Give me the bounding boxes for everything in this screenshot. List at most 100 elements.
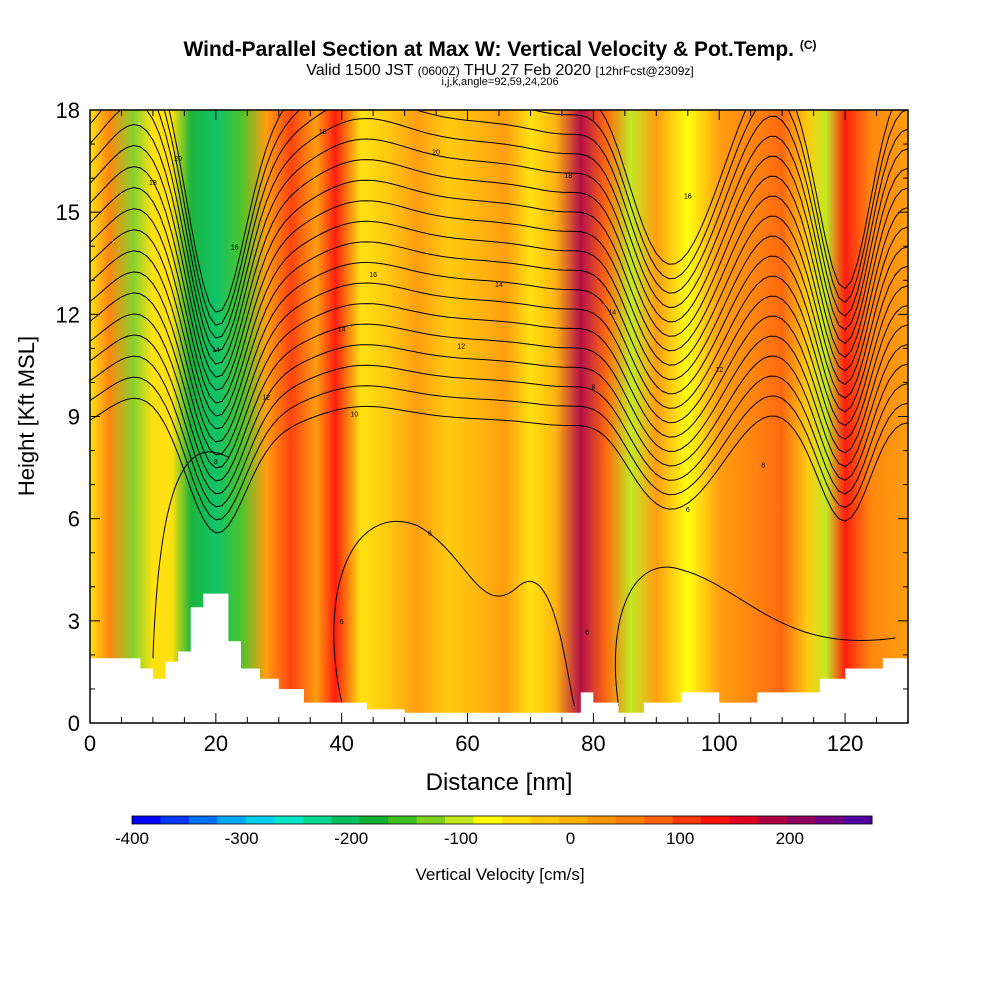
theta-contour-line <box>90 123 908 365</box>
colorbar-swatch <box>615 816 645 824</box>
theta-contour-label: 6 <box>585 629 589 636</box>
terrain <box>90 593 908 723</box>
theta-contour-line <box>90 355 908 508</box>
theta-contour-line <box>90 334 908 495</box>
theta-contour-label: 14 <box>608 309 616 316</box>
colorbar-swatch <box>729 816 759 824</box>
colorbar-swatch <box>302 816 332 824</box>
theta-contour-line <box>90 208 908 417</box>
theta-contour-line <box>90 144 908 378</box>
colorbar-tick-label: -100 <box>444 829 478 848</box>
colorbar-label: Vertical Velocity [cm/s] <box>415 865 584 884</box>
colorbar-tick-label: 100 <box>666 829 694 848</box>
theta-contour-label: 8 <box>214 459 218 466</box>
colorbar-frame <box>131 815 873 825</box>
theta-contour-line <box>90 376 908 521</box>
y-tick-label: 6 <box>68 507 80 532</box>
colorbar-swatch <box>701 816 731 824</box>
colorbar-tick-label: -400 <box>115 829 149 848</box>
theta-contour-label: 10 <box>350 412 358 419</box>
plot-area: 20 18 20 18 16 18 16 16 14 14 14 12 12 14 12 10 8 8 6 8 6 6 6 <box>90 110 908 723</box>
theta-contour-label: 18 <box>149 180 157 187</box>
colorbar-swatch <box>274 816 304 824</box>
theta-contour-label: 14 <box>338 326 346 333</box>
y-tick-label: 12 <box>56 302 80 327</box>
theta-contour-line <box>90 397 908 534</box>
theta-contour-label: 14 <box>495 282 503 289</box>
theta-contour-label: 8 <box>761 463 765 470</box>
theta-contour-label: 20 <box>174 156 182 163</box>
colorbar-swatch <box>786 816 816 824</box>
y-tick-label: 9 <box>68 405 80 430</box>
forecast-info: [12hrFcst@2309z] <box>595 64 694 78</box>
y-axis: 0 3 6 9 12 15 18 <box>56 98 908 736</box>
theta-contour-line <box>90 271 908 456</box>
colorbar-swatch <box>672 816 702 824</box>
chart-title: Wind-Parallel Section at Max W: Vertical… <box>0 38 1000 62</box>
y-tick-label: 3 <box>68 609 80 634</box>
colorbar-tick-label: 200 <box>776 829 804 848</box>
x-tick-label: 120 <box>827 731 864 756</box>
valid-time: Valid 1500 JST <box>306 62 414 79</box>
colorbar-swatch <box>558 816 588 824</box>
theta-contour-line <box>90 292 908 469</box>
colorbar-tick-label: -300 <box>225 829 259 848</box>
theta-contour-label: 16 <box>231 245 239 252</box>
colorbar-swatch <box>160 816 190 824</box>
copyright-mark: (C) <box>799 38 817 52</box>
theta-contour-label: 18 <box>564 173 572 180</box>
theta-contour-label: 6 <box>686 507 690 514</box>
theta-contour-line <box>90 187 908 404</box>
theta-contours: 20 18 20 18 16 18 16 16 14 14 14 12 12 14 12 10 8 8 6 8 6 6 6 <box>90 110 908 707</box>
colorbar: -400 -300 -200 -100 0 100 200 <box>115 815 873 848</box>
colorbar-swatch <box>217 816 247 824</box>
theta-contour-line <box>90 166 908 391</box>
theta-contour-line <box>614 566 896 707</box>
colorbar-swatch <box>245 816 275 824</box>
colorbar-swatch <box>644 816 674 824</box>
colorbar-swatch <box>132 816 161 824</box>
x-axis: 0 20 40 60 80 100 120 <box>84 110 909 756</box>
colorbar-tick-label: 0 <box>566 829 575 848</box>
colorbar-tick-label: -200 <box>334 829 368 848</box>
y-tick-label: 18 <box>56 98 80 123</box>
theta-contour-label: 6 <box>428 531 432 538</box>
y-tick-label: 0 <box>68 711 80 736</box>
colorbar-swatch <box>416 816 446 824</box>
theta-contour-line <box>168 110 893 313</box>
x-tick-label: 40 <box>329 731 353 756</box>
colorbar-swatch <box>530 816 560 824</box>
theta-contour-label: 8 <box>591 384 595 391</box>
theta-contour-label: 6 <box>340 619 344 626</box>
x-tick-label: 0 <box>84 731 96 756</box>
colorbar-swatch <box>502 816 531 824</box>
theta-contour-label: 16 <box>684 194 692 201</box>
colorbar-swatch <box>843 816 873 824</box>
chart-subtitle: Valid 1500 JST (0600Z) THU 27 Feb 2020 [… <box>0 62 1000 80</box>
x-tick-label: 20 <box>204 731 228 756</box>
valid-date: THU 27 Feb 2020 <box>463 62 592 79</box>
theta-contour-line <box>333 520 575 707</box>
colorbar-swatch <box>359 816 389 824</box>
theta-contour-label: 16 <box>369 272 377 279</box>
colorbar-swatch <box>331 816 361 824</box>
theta-contour-line <box>90 313 908 482</box>
theta-contour-label: 12 <box>262 394 270 401</box>
theta-contour-line <box>152 451 229 659</box>
colorbar-swatch <box>188 816 218 824</box>
valid-utc: (0600Z) <box>417 64 460 78</box>
theta-contour-label: 18 <box>319 129 327 136</box>
theta-contour-line <box>90 229 908 430</box>
chart-title-text: Wind-Parallel Section at Max W: Vertical… <box>183 38 794 61</box>
x-axis-label: Distance [nm] <box>426 769 573 796</box>
colorbar-swatch <box>815 816 845 824</box>
theta-contour-label: 20 <box>432 149 440 156</box>
grid-indices: i,j,k,angle=92,59,24,206 <box>441 76 559 88</box>
x-tick-label: 80 <box>581 731 605 756</box>
y-axis-label: Height [Kft MSL] <box>14 336 39 496</box>
colorbar-swatch <box>388 816 418 824</box>
colorbar-swatch <box>758 816 788 824</box>
x-tick-label: 100 <box>701 731 738 756</box>
theta-contour-line <box>163 110 908 326</box>
